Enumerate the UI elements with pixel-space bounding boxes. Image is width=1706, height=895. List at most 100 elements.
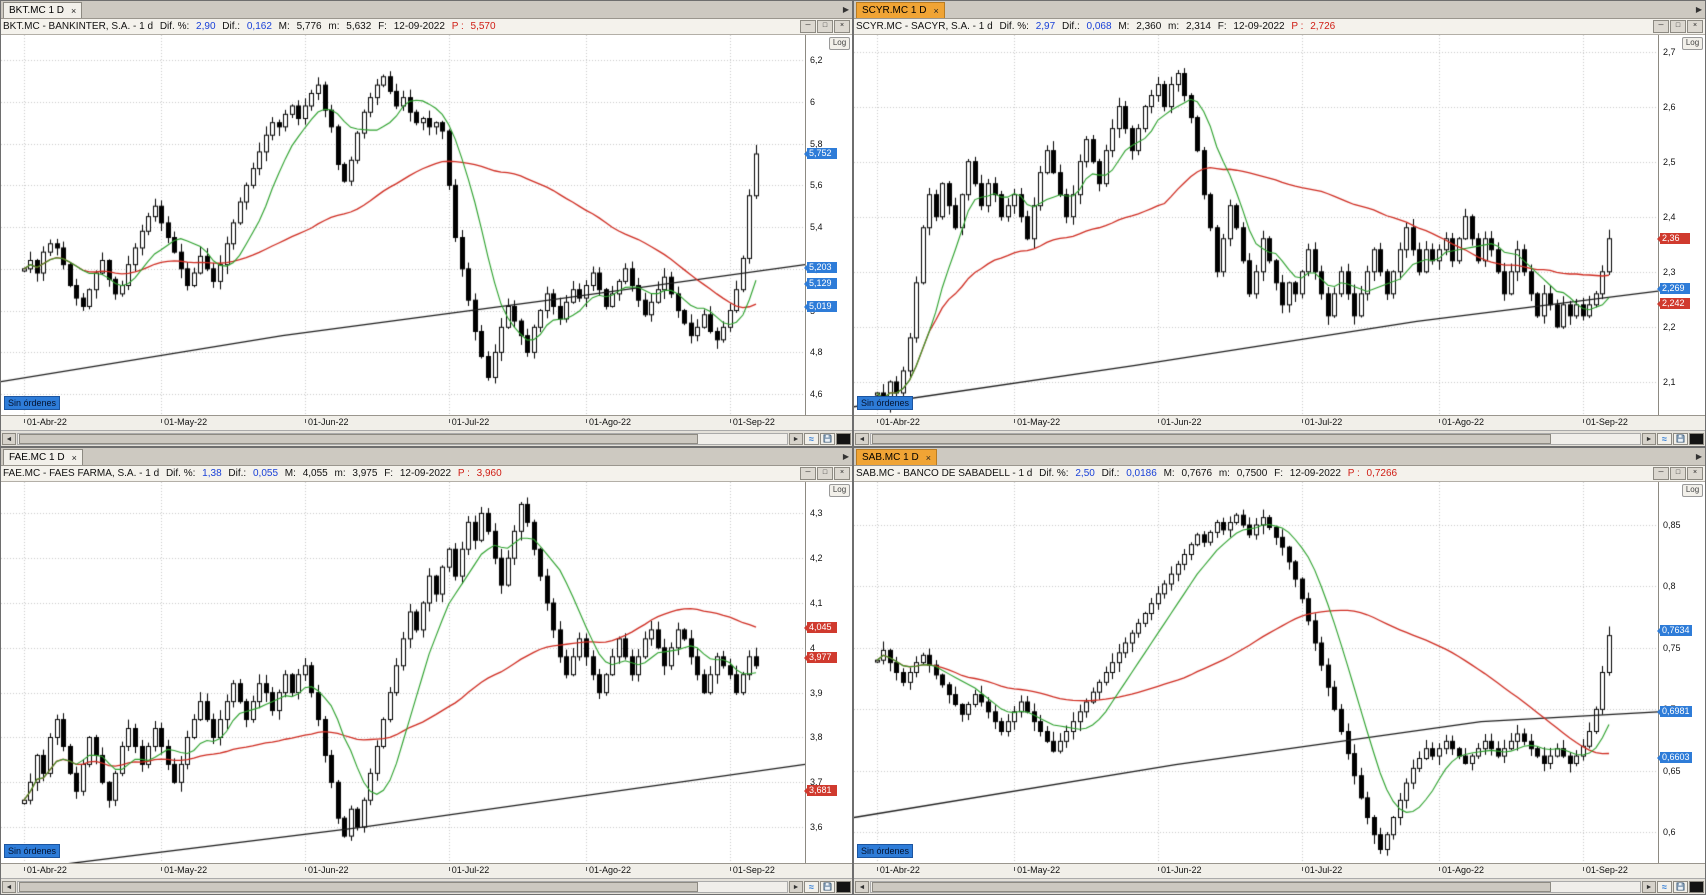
floppy-glyph	[1676, 882, 1685, 891]
wave-tool-icon[interactable]: ≈	[1657, 880, 1672, 893]
chart-tab[interactable]: SAB.MC 1 D ×	[856, 449, 937, 465]
tab-scroll-right-icon[interactable]: ▶	[842, 452, 849, 461]
maximize-button[interactable]: □	[817, 20, 833, 33]
no-orders-badge: Sin órdenes	[4, 396, 61, 410]
scrollbar[interactable]	[870, 432, 1641, 445]
chart-area: Sin órdenes Log 0,850,80,750,70,650,60,7…	[854, 482, 1705, 863]
price-tick-label: 0,6	[1663, 827, 1676, 838]
maximize-button[interactable]: □	[1670, 20, 1686, 33]
dif-pct-label: Dif. %:	[1039, 468, 1069, 479]
snapshot-icon[interactable]	[836, 432, 851, 445]
date-value: 12-09-2022	[1289, 468, 1341, 479]
price-tick-label: 3,8	[810, 732, 823, 743]
close-button[interactable]: ×	[1687, 467, 1703, 480]
tab-close-icon[interactable]: ×	[71, 452, 77, 463]
scrollbar-thumb[interactable]	[872, 881, 1551, 892]
scrollbar-row: ◄ ► ≈	[1, 430, 852, 446]
tab-close-icon[interactable]: ×	[71, 5, 77, 16]
close-button[interactable]: ×	[834, 467, 850, 480]
price-axis[interactable]: Log 0,850,80,750,70,650,60,76340,69810,6…	[1657, 482, 1705, 863]
wave-tool-icon[interactable]: ≈	[804, 880, 819, 893]
scrollbar-thumb[interactable]	[19, 881, 698, 892]
scrollbar[interactable]	[870, 880, 1641, 893]
plot-area: Sin órdenes	[854, 35, 1658, 415]
candlestick-chart[interactable]	[1, 35, 805, 415]
price-tick-label: 3,6	[810, 822, 823, 833]
maximize-button[interactable]: □	[1670, 467, 1686, 480]
tab-close-icon[interactable]: ×	[925, 452, 931, 463]
price-tick-label: 0,85	[1663, 520, 1681, 531]
save-icon[interactable]	[820, 880, 835, 893]
tab-scroll-right-icon[interactable]: ▶	[1695, 5, 1702, 14]
wave-tool-icon[interactable]: ≈	[1657, 432, 1672, 445]
scroll-right-icon[interactable]: ►	[1642, 432, 1656, 445]
tab-close-icon[interactable]: ×	[933, 5, 939, 16]
scroll-left-icon[interactable]: ◄	[855, 432, 869, 445]
last-price-label: P :	[451, 21, 464, 32]
tab-scroll-right-icon[interactable]: ▶	[842, 5, 849, 14]
minimize-button[interactable]: ─	[800, 467, 816, 480]
scrollbar[interactable]	[17, 432, 788, 445]
save-icon[interactable]	[820, 432, 835, 445]
save-icon[interactable]	[1673, 880, 1688, 893]
scrollbar-row: ◄ ► ≈	[1, 878, 852, 894]
time-axis[interactable]: 01-Abr-22 01-May-22 01-Jun-22 01-Jul-22 01-A…	[1, 415, 852, 430]
chart-tab[interactable]: SCYR.MC 1 D ×	[856, 2, 945, 18]
candlestick-chart[interactable]	[1, 482, 805, 863]
close-button[interactable]: ×	[1687, 20, 1703, 33]
save-icon[interactable]	[1673, 432, 1688, 445]
scrollbar-thumb[interactable]	[872, 433, 1551, 444]
scroll-left-icon[interactable]: ◄	[855, 880, 869, 893]
chart-tab[interactable]: BKT.MC 1 D ×	[3, 2, 83, 18]
price-axis[interactable]: Log 6,265,85,65,45,254,84,65,7525,2035,1…	[804, 35, 852, 415]
log-scale-button[interactable]: Log	[829, 37, 850, 50]
snapshot-icon[interactable]	[1689, 880, 1704, 893]
candlestick-chart[interactable]	[854, 35, 1658, 415]
chart-area: Sin órdenes Log 4,3 4,2 4,1 4 3,9 3,8 3,7 3,6 4,…	[1, 482, 852, 863]
log-scale-button[interactable]: Log	[1682, 37, 1703, 50]
max-label: M:	[1163, 468, 1175, 479]
window-buttons: ─ □ ×	[1653, 20, 1703, 33]
log-scale-button[interactable]: Log	[1682, 484, 1703, 497]
candlestick-chart[interactable]	[854, 482, 1658, 863]
floppy-glyph	[823, 434, 832, 443]
minimize-button[interactable]: ─	[1653, 20, 1669, 33]
price-tick-label: 4,3	[810, 508, 823, 519]
scrollbar[interactable]	[17, 880, 788, 893]
dif-label: Dif.:	[228, 468, 247, 479]
price-tick-label: 5,6	[810, 180, 823, 191]
price-tag: 2,36	[1657, 232, 1690, 244]
scroll-right-icon[interactable]: ►	[789, 432, 803, 445]
scroll-left-icon[interactable]: ◄	[2, 880, 16, 893]
price-axis[interactable]: Log 2,7 2,6 2,5 2,4 2,3 2,2 2,1 2,36 2,269 2,242	[1657, 35, 1705, 415]
price-tick-label: 0,75	[1663, 642, 1681, 653]
minimize-button[interactable]: ─	[800, 20, 816, 33]
time-axis[interactable]: 01-Abr-22 01-May-22 01-Jun-22 01-Jul-22 01-A…	[1, 863, 852, 878]
log-scale-button[interactable]: Log	[829, 484, 850, 497]
snapshot-icon[interactable]	[836, 880, 851, 893]
price-tick-label: 2,2	[1663, 321, 1676, 332]
date-tick-label: 01-Jul-22	[1301, 865, 1342, 875]
maximize-button[interactable]: □	[817, 467, 833, 480]
time-axis[interactable]: 01-Abr-22 01-May-22 01-Jun-22 01-Jul-22 01-A…	[854, 415, 1705, 430]
price-tick-label: 6,2	[810, 55, 823, 66]
price-axis[interactable]: Log 4,3 4,2 4,1 4 3,9 3,8 3,7 3,6 4,045 3,977 3,68…	[804, 482, 852, 863]
minimize-button[interactable]: ─	[1653, 467, 1669, 480]
scroll-right-icon[interactable]: ►	[789, 880, 803, 893]
close-button[interactable]: ×	[834, 20, 850, 33]
date-tick-label: 01-Ago-22	[586, 865, 631, 875]
snapshot-icon[interactable]	[1689, 432, 1704, 445]
scroll-left-icon[interactable]: ◄	[2, 432, 16, 445]
price-tick-label: 5,8	[810, 138, 823, 149]
scroll-right-icon[interactable]: ►	[1642, 880, 1656, 893]
wave-tool-icon[interactable]: ≈	[804, 432, 819, 445]
time-axis[interactable]: 01-Abr-22 01-May-22 01-Jun-22 01-Jul-22 01-A…	[854, 863, 1705, 878]
tab-label: SCYR.MC 1 D	[862, 5, 927, 16]
max-value: 0,7676	[1181, 468, 1213, 479]
price-tag: 0,6603	[1657, 752, 1692, 764]
scrollbar-thumb[interactable]	[19, 433, 698, 444]
tab-scroll-right-icon[interactable]: ▶	[1695, 452, 1702, 461]
instrument-name: SCYR.MC - SACYR, S.A. - 1 d	[856, 21, 993, 32]
chart-tab[interactable]: FAE.MC 1 D ×	[3, 449, 83, 465]
price-tag: 3,681	[804, 784, 837, 796]
